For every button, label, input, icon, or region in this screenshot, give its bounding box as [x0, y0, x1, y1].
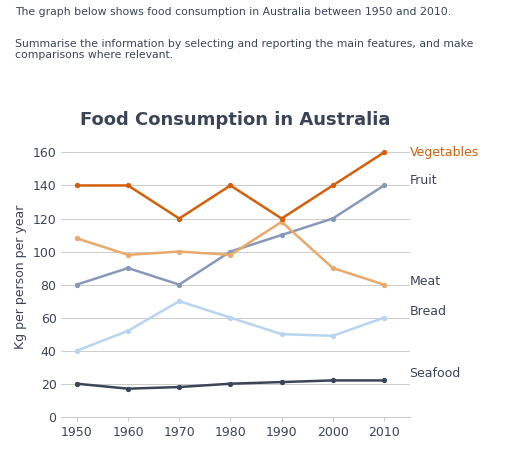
- Text: Summarise the information by selecting and reporting the main features, and make: Summarise the information by selecting a…: [15, 39, 474, 60]
- Text: Bread: Bread: [410, 304, 446, 318]
- Title: Food Consumption in Australia: Food Consumption in Australia: [80, 111, 391, 129]
- Text: Vegetables: Vegetables: [410, 146, 479, 159]
- Y-axis label: Kg per person per year: Kg per person per year: [14, 204, 27, 348]
- Text: Meat: Meat: [410, 275, 441, 288]
- Text: Fruit: Fruit: [410, 174, 437, 187]
- Text: Seafood: Seafood: [410, 367, 461, 381]
- Text: The graph below shows food consumption in Australia between 1950 and 2010.: The graph below shows food consumption i…: [15, 7, 452, 17]
